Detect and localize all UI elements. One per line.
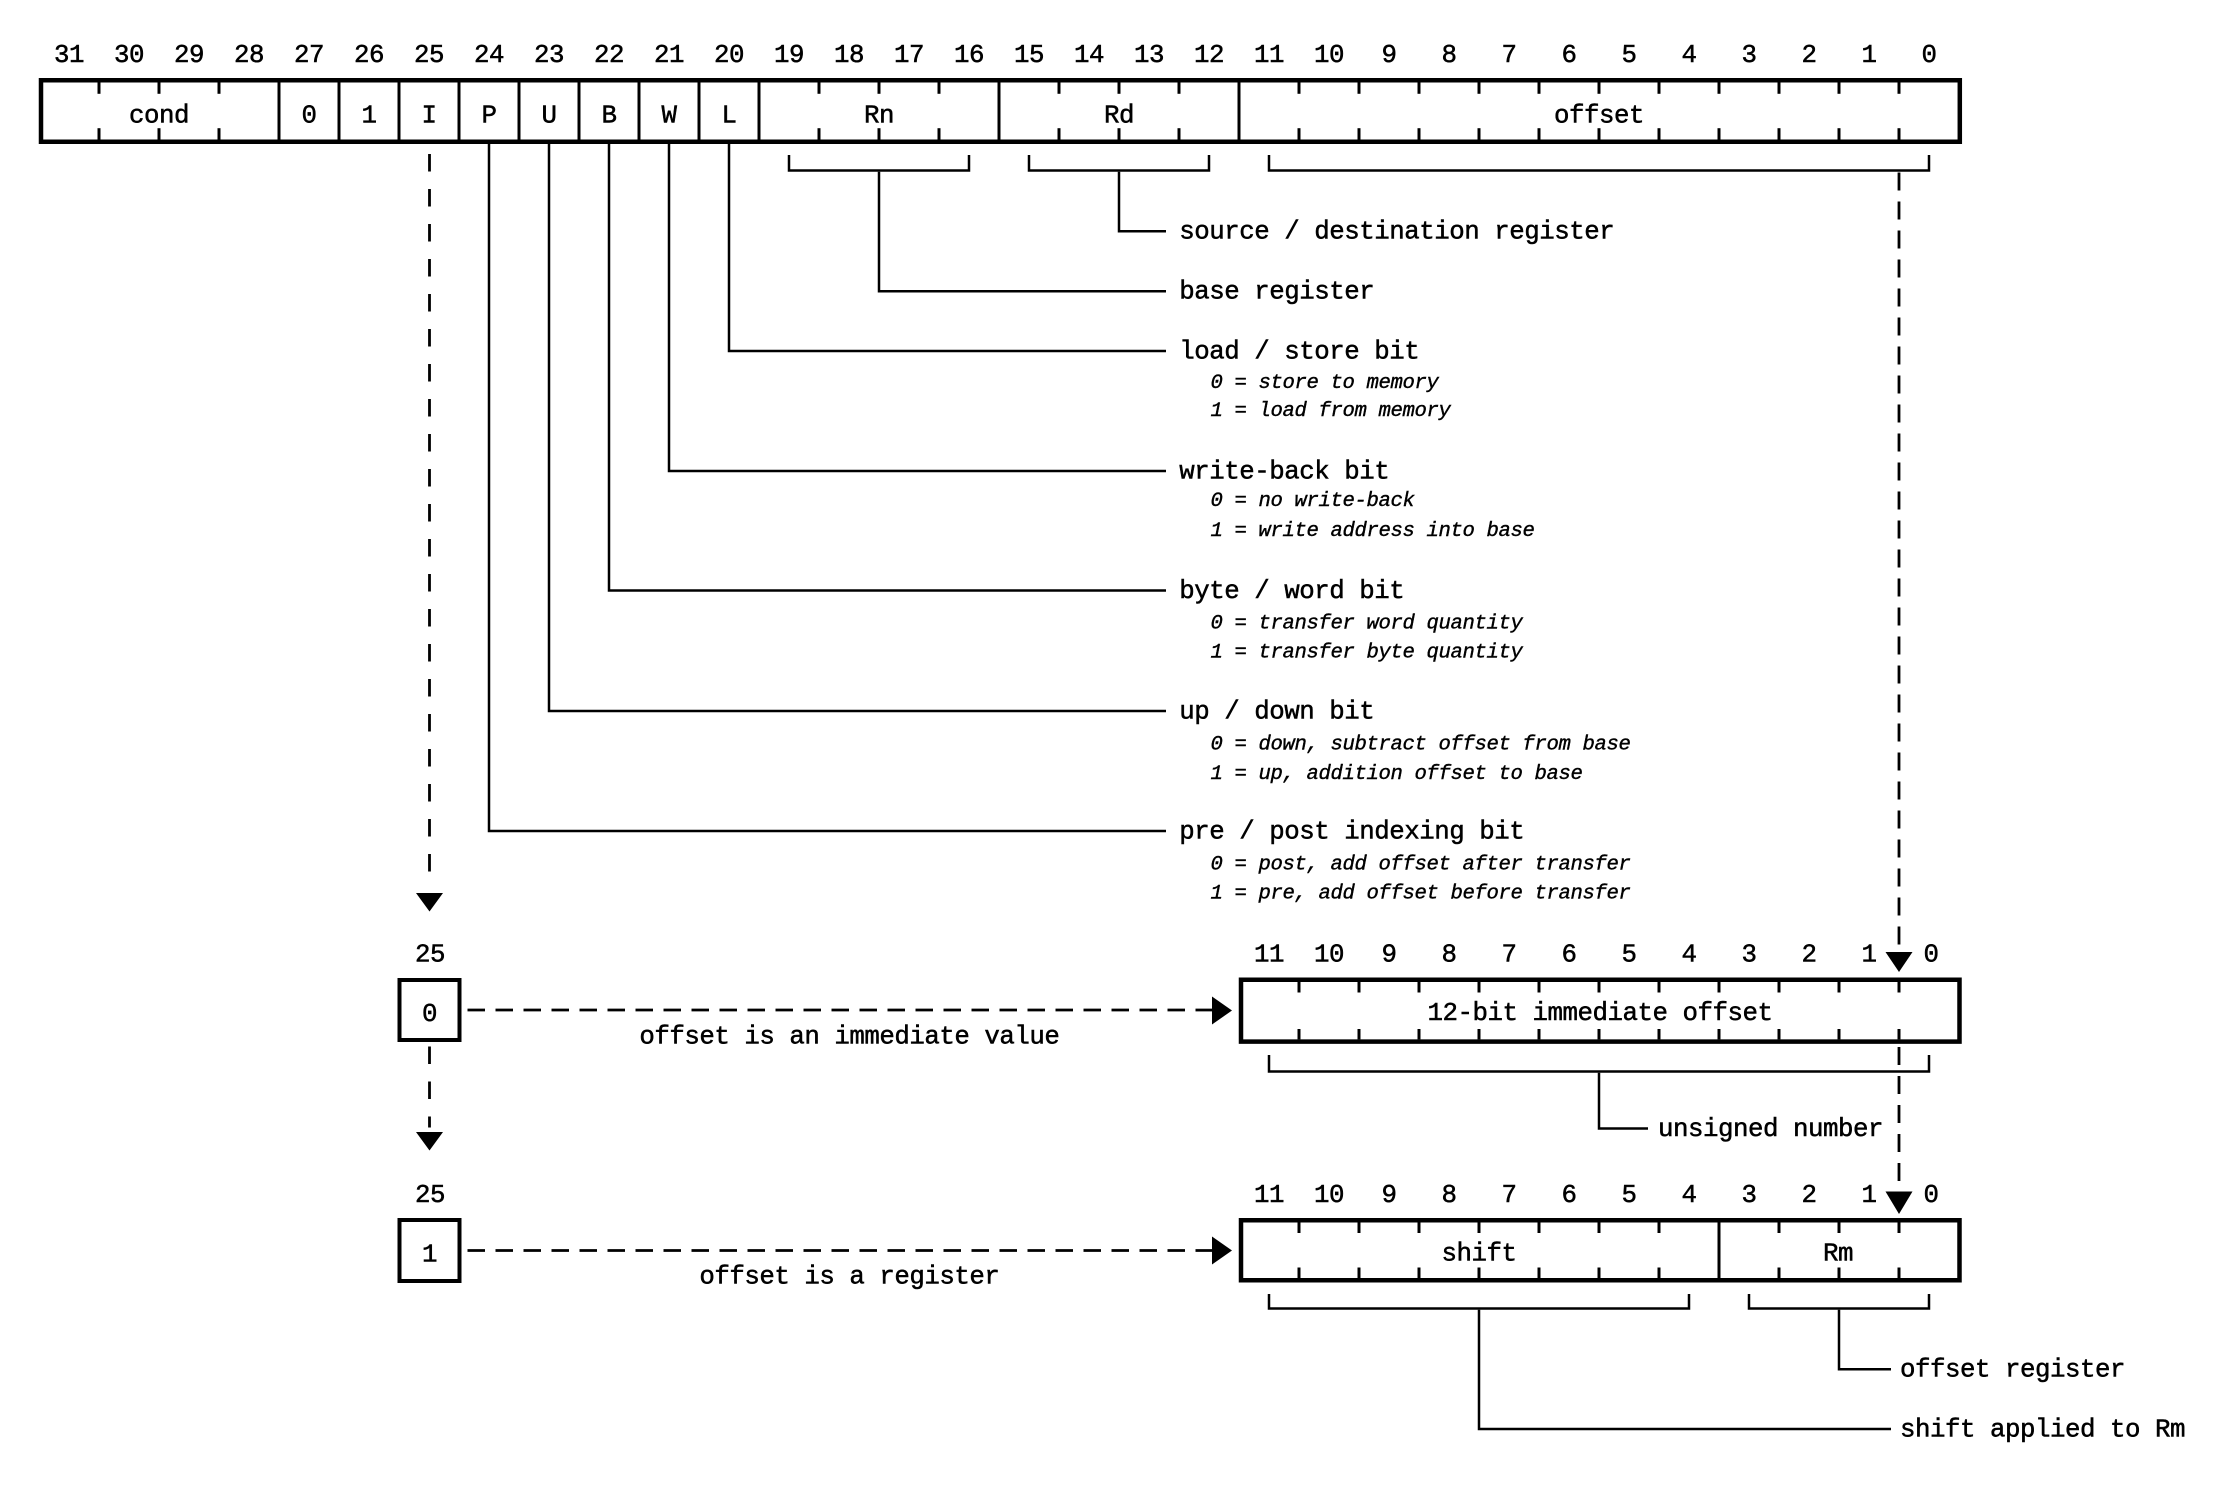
svg-text:Rn: Rn (864, 102, 894, 131)
svg-text:cond: cond (129, 102, 189, 131)
svg-text:offset is a register: offset is a register (699, 1263, 999, 1292)
svg-text:U: U (541, 102, 556, 131)
svg-text:12-bit immediate offset: 12-bit immediate offset (1427, 999, 1772, 1028)
svg-text:L: L (721, 102, 736, 131)
svg-text:15: 15 (1014, 41, 1044, 70)
svg-text:0: 0 (422, 1000, 437, 1029)
svg-text:1: 1 (361, 102, 376, 131)
svg-text:write-back bit: write-back bit (1179, 457, 1389, 486)
svg-text:0 = down, subtract offset from: 0 = down, subtract offset from base (1211, 734, 1631, 757)
svg-text:9: 9 (1381, 940, 1396, 969)
svg-text:3: 3 (1741, 940, 1756, 969)
svg-text:0 = transfer word quantity: 0 = transfer word quantity (1211, 613, 1524, 636)
svg-text:16: 16 (954, 41, 984, 70)
svg-text:1 = up, addition offset to bas: 1 = up, addition offset to base (1211, 763, 1583, 786)
svg-text:22: 22 (594, 41, 624, 70)
svg-text:10: 10 (1314, 1181, 1344, 1210)
svg-text:18: 18 (834, 41, 864, 70)
svg-text:Rd: Rd (1104, 102, 1134, 131)
svg-text:28: 28 (234, 41, 264, 70)
svg-text:9: 9 (1381, 1181, 1396, 1210)
svg-text:pre / post indexing bit: pre / post indexing bit (1179, 817, 1524, 846)
svg-text:Rm: Rm (1823, 1240, 1853, 1269)
svg-text:offset is an immediate value: offset is an immediate value (639, 1023, 1059, 1052)
svg-text:25: 25 (414, 41, 444, 70)
svg-text:8: 8 (1441, 41, 1456, 70)
svg-text:source / destination register: source / destination register (1179, 218, 1614, 247)
svg-text:14: 14 (1074, 41, 1104, 70)
svg-text:13: 13 (1134, 41, 1164, 70)
svg-text:W: W (661, 102, 677, 131)
svg-text:0: 0 (1921, 41, 1936, 70)
svg-text:8: 8 (1441, 940, 1456, 969)
svg-text:1 = pre, add offset before tra: 1 = pre, add offset before transfer (1211, 883, 1631, 906)
svg-text:base register: base register (1179, 278, 1374, 307)
svg-text:11: 11 (1254, 940, 1284, 969)
svg-text:2: 2 (1801, 41, 1816, 70)
svg-text:23: 23 (534, 41, 564, 70)
svg-text:B: B (601, 102, 616, 131)
svg-text:3: 3 (1741, 1181, 1756, 1210)
svg-text:load / store bit: load / store bit (1179, 337, 1419, 366)
svg-text:1: 1 (422, 1241, 437, 1270)
svg-text:7: 7 (1501, 940, 1516, 969)
svg-text:1: 1 (1861, 41, 1876, 70)
svg-text:31: 31 (54, 41, 84, 70)
svg-text:1 = write address into base: 1 = write address into base (1211, 520, 1535, 543)
svg-text:unsigned number: unsigned number (1658, 1115, 1883, 1144)
svg-text:25: 25 (415, 940, 445, 969)
svg-text:10: 10 (1314, 41, 1344, 70)
svg-text:1 = load from memory: 1 = load from memory (1211, 400, 1452, 423)
svg-text:27: 27 (294, 41, 324, 70)
svg-text:2: 2 (1801, 940, 1816, 969)
svg-text:7: 7 (1501, 41, 1516, 70)
svg-text:11: 11 (1254, 41, 1284, 70)
svg-text:offset: offset (1554, 102, 1644, 131)
svg-text:4: 4 (1681, 940, 1696, 969)
svg-text:5: 5 (1621, 1181, 1636, 1210)
svg-text:6: 6 (1561, 940, 1576, 969)
svg-text:17: 17 (894, 41, 924, 70)
svg-text:0: 0 (301, 102, 316, 131)
svg-text:24: 24 (474, 41, 504, 70)
svg-text:1 = transfer byte quantity: 1 = transfer byte quantity (1211, 642, 1524, 665)
svg-text:1: 1 (1861, 1181, 1876, 1210)
svg-text:9: 9 (1381, 41, 1396, 70)
svg-text:4: 4 (1681, 1181, 1696, 1210)
svg-text:12: 12 (1194, 41, 1224, 70)
svg-text:6: 6 (1561, 1181, 1576, 1210)
svg-text:shift: shift (1441, 1240, 1516, 1269)
svg-text:5: 5 (1621, 41, 1636, 70)
svg-text:11: 11 (1254, 1181, 1284, 1210)
svg-text:up / down bit: up / down bit (1179, 697, 1374, 726)
svg-text:byte / word bit: byte / word bit (1179, 577, 1404, 606)
svg-text:2: 2 (1801, 1181, 1816, 1210)
svg-text:8: 8 (1441, 1181, 1456, 1210)
svg-text:0 = post, add offset after tra: 0 = post, add offset after transfer (1211, 854, 1631, 877)
svg-text:0: 0 (1923, 1181, 1938, 1210)
svg-text:0 = no write-back: 0 = no write-back (1211, 490, 1416, 513)
svg-text:3: 3 (1741, 41, 1756, 70)
svg-text:P: P (481, 102, 496, 131)
svg-text:25: 25 (415, 1181, 445, 1210)
svg-text:6: 6 (1561, 41, 1576, 70)
svg-text:1: 1 (1861, 940, 1876, 969)
svg-text:I: I (421, 102, 436, 131)
svg-text:0 = store to memory: 0 = store to memory (1211, 372, 1440, 395)
svg-text:19: 19 (774, 41, 804, 70)
svg-text:7: 7 (1501, 1181, 1516, 1210)
svg-text:26: 26 (354, 41, 384, 70)
svg-text:5: 5 (1621, 940, 1636, 969)
svg-text:shift applied to Rm: shift applied to Rm (1900, 1415, 2185, 1444)
svg-text:29: 29 (174, 41, 204, 70)
svg-text:4: 4 (1681, 41, 1696, 70)
svg-text:0: 0 (1923, 940, 1938, 969)
svg-text:20: 20 (714, 41, 744, 70)
svg-text:10: 10 (1314, 940, 1344, 969)
svg-text:offset register: offset register (1900, 1356, 2125, 1385)
svg-text:21: 21 (654, 41, 684, 70)
svg-text:30: 30 (114, 41, 144, 70)
